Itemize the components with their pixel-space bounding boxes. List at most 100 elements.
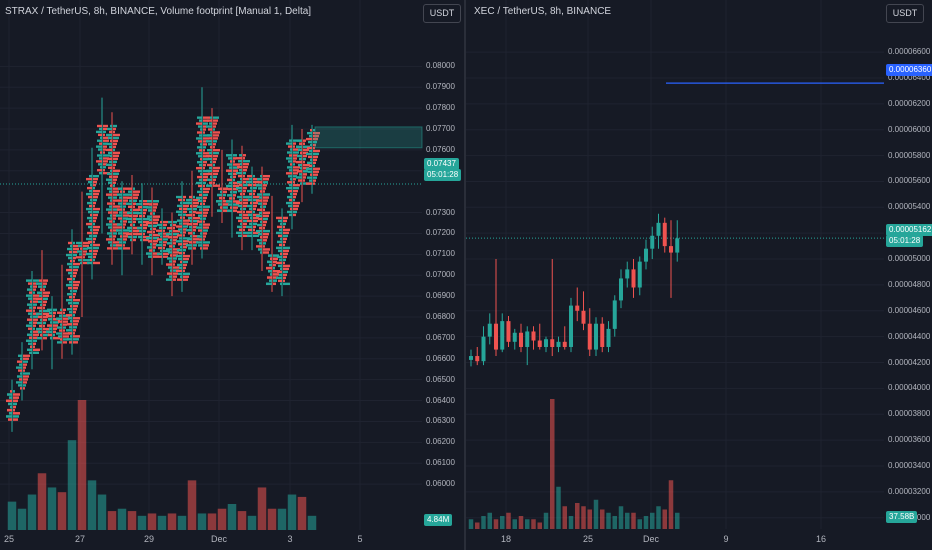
footprint-row-right: [83, 259, 90, 262]
footprint-row-left: [236, 186, 242, 190]
footprint-row-right: [253, 216, 259, 220]
footprint-row-right: [103, 145, 107, 148]
pane-divider[interactable]: [464, 0, 466, 550]
footprint-row-right: [203, 131, 205, 134]
footprint-row-left: [286, 142, 292, 145]
footprint-row-left: [309, 134, 312, 138]
footprint-row-right: [183, 207, 188, 211]
footprint-row-left: [187, 223, 192, 226]
strax-plot-svg[interactable]: [0, 0, 465, 550]
y-tick-label: 0.07700: [426, 124, 455, 133]
y-tick-label: 0.00005400: [888, 202, 931, 212]
footprint-row-left: [88, 195, 92, 199]
footprint-row-left: [118, 202, 122, 205]
footprint-row-right: [183, 222, 189, 225]
y-tick-label: 0.00006200: [888, 98, 931, 108]
footprint-row-left: [240, 177, 242, 181]
footprint-row-right: [73, 311, 76, 314]
footprint-row-right: [93, 258, 95, 262]
volume-bar: [237, 511, 247, 530]
footprint-row-right: [293, 198, 295, 202]
footprint-row-left: [207, 163, 212, 167]
footprint-row-left: [66, 283, 72, 287]
footprint-row-left: [239, 228, 242, 232]
footprint-row-left: [187, 207, 192, 211]
footprint-row-right: [153, 227, 156, 231]
footprint-row-right: [173, 233, 179, 236]
footprint-row-right: [213, 184, 220, 187]
x-tick-label: 29: [143, 534, 155, 544]
footprint-row-left: [37, 336, 42, 340]
footprint-row-right: [193, 235, 200, 238]
footprint-row-right: [23, 372, 30, 375]
footprint-row-right: [253, 174, 255, 178]
footprint-row-left: [9, 396, 12, 399]
footprint-row-right: [283, 282, 290, 286]
footprint-row-right: [253, 201, 258, 205]
footprint-row-left: [110, 169, 112, 172]
footprint-row-left: [77, 250, 82, 253]
footprint-row-left: [47, 324, 52, 327]
footprint-row-right: [203, 128, 206, 131]
footprint-row-left: [18, 354, 22, 357]
footprint-row-left: [258, 217, 262, 221]
footprint-row-right: [203, 202, 205, 205]
footprint-row-left: [208, 143, 212, 146]
footprint-row-right: [203, 247, 208, 250]
volume-bar: [77, 400, 87, 530]
footprint-row-left: [108, 226, 112, 229]
footprint-row-left: [229, 197, 232, 200]
footprint-row-right: [123, 196, 129, 199]
xec-chart-pane[interactable]: XEC / TetherUS, 8h, BINANCE USDT 0.00006…: [466, 0, 932, 550]
footprint-row-right: [263, 178, 269, 181]
footprint-row-right: [293, 139, 297, 142]
footprint-row-right: [63, 308, 66, 312]
footprint-row-left: [187, 238, 192, 241]
y-tick-label: 0.00004200: [888, 357, 931, 367]
footprint-row-right: [93, 237, 96, 241]
footprint-row-right: [83, 247, 88, 250]
footprint-row-right: [133, 199, 137, 202]
footprint-row-right: [73, 292, 76, 296]
footprint-row-right: [83, 244, 89, 247]
footprint-row-left: [240, 207, 242, 211]
footprint-row-right: [193, 204, 198, 208]
footprint-row-left: [190, 204, 192, 208]
footprint-row-right: [253, 180, 259, 184]
footprint-row-right: [203, 116, 210, 119]
footprint-row-left: [198, 140, 202, 143]
xec-plot-svg[interactable]: [466, 0, 932, 550]
footprint-row-left: [40, 288, 42, 291]
strax-unit-button[interactable]: USDT: [423, 4, 461, 23]
footprint-row-left: [298, 148, 302, 152]
footprint-row-left: [288, 175, 292, 178]
strax-chart-pane[interactable]: STRAX / TetherUS, 8h, BINANCE, Volume fo…: [0, 0, 465, 550]
footprint-row-right: [283, 225, 285, 229]
footprint-row-left: [110, 139, 112, 143]
footprint-row-right: [83, 250, 87, 253]
footprint-row-left: [66, 268, 72, 272]
footprint-row-left: [288, 160, 292, 163]
footprint-row-right: [263, 229, 270, 233]
footprint-row-right: [33, 333, 39, 336]
footprint-row-left: [66, 329, 72, 332]
xec-unit-button[interactable]: USDT: [886, 4, 924, 23]
footprint-row-right: [283, 270, 288, 274]
footprint-row-right: [113, 235, 116, 238]
footprint-row-right: [93, 216, 97, 220]
footprint-row-left: [209, 181, 212, 184]
footprint-row-right: [133, 217, 137, 221]
footprint-row-right: [293, 163, 295, 166]
footprint-row-right: [263, 245, 265, 248]
footprint-row-right: [263, 251, 269, 254]
footprint-row-right: [293, 154, 298, 157]
footprint-row-left: [97, 124, 102, 128]
footprint-row-left: [150, 212, 152, 215]
footprint-row-right: [93, 255, 96, 259]
footprint-row-left: [100, 166, 102, 169]
footprint-row-right: [293, 148, 300, 151]
footprint-row-right: [113, 169, 120, 172]
footprint-row-right: [233, 160, 235, 163]
footprint-row-right: [113, 211, 118, 214]
footprint-row-left: [226, 184, 232, 188]
